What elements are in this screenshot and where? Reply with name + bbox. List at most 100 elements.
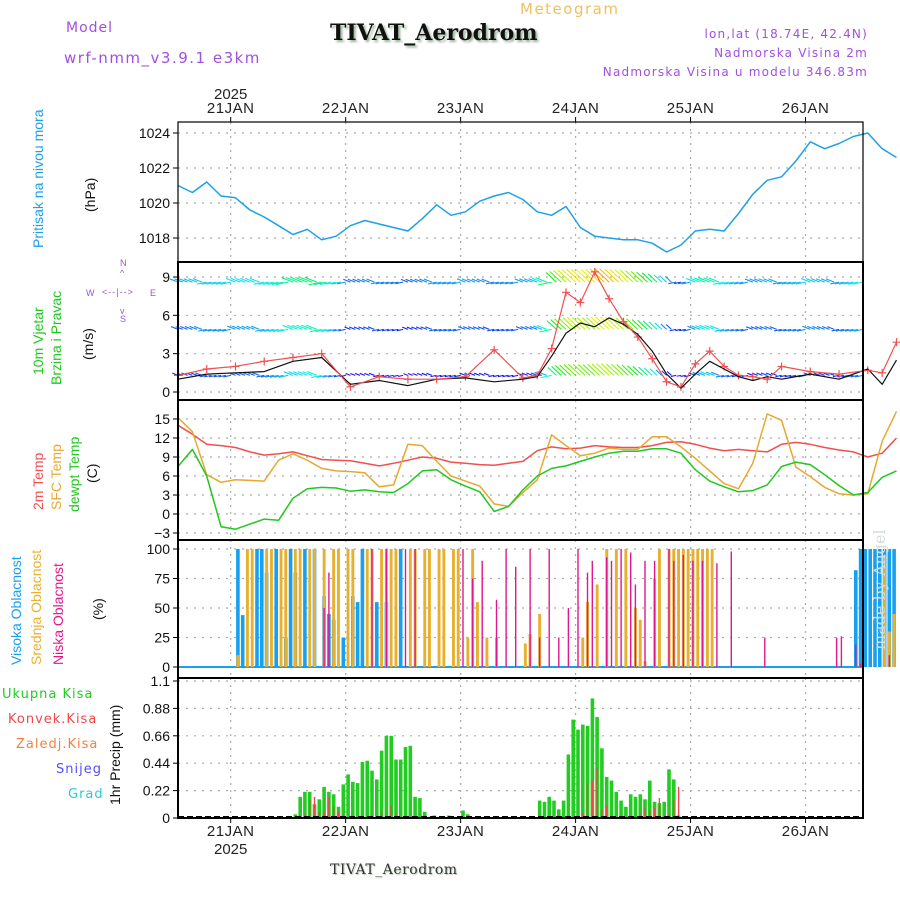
cloud-mid-bar	[284, 549, 288, 667]
wind-panel	[169, 267, 900, 391]
wind-arrow	[344, 326, 351, 330]
cloud-high-bar	[863, 549, 868, 667]
wind-arrow	[438, 328, 447, 332]
precip-total-bar	[379, 750, 384, 818]
wind-arrow	[296, 324, 308, 330]
precip-total-bar	[331, 794, 336, 818]
cloud-high-bar	[341, 637, 346, 667]
cloud-mid-bar	[710, 549, 714, 667]
wind-arrow	[225, 277, 236, 283]
wind-arrow	[274, 374, 284, 378]
wind-arrow	[263, 328, 274, 332]
wind-arrow	[285, 276, 298, 283]
compass-w: W	[86, 288, 95, 298]
wind-arrow	[626, 318, 639, 330]
cloud-low-bar	[591, 560, 593, 667]
cloud-mid-bar	[614, 549, 618, 667]
panel-frame	[177, 399, 864, 541]
wind-arrow	[201, 281, 212, 285]
wind-arrow	[250, 325, 260, 330]
wind-arrow	[676, 374, 682, 377]
wind-arrow	[690, 277, 701, 283]
wind-arrow	[471, 278, 480, 283]
wind-arrow	[302, 371, 313, 376]
wind-arrow	[536, 324, 548, 330]
y-tick-label: 12	[154, 430, 170, 446]
wind-arrow	[328, 374, 337, 378]
wind-arrow	[567, 363, 581, 376]
cloud-mid-bar	[595, 584, 599, 667]
wind-arrow	[448, 328, 456, 332]
wind-arrow	[314, 281, 327, 286]
wind-arrow	[499, 281, 509, 285]
wind-arrow	[753, 278, 763, 283]
cloud-high-bar	[854, 570, 858, 667]
wind-arrow	[637, 319, 648, 330]
cloud-low-bar	[630, 552, 632, 667]
wind-arrow	[443, 328, 452, 332]
precip-conv-bar	[653, 808, 656, 818]
day-label-top: 23JAN	[437, 100, 485, 117]
precip-total-bar	[662, 801, 666, 818]
wind-arrow	[730, 328, 739, 332]
day-label-bottom: 25JAN	[667, 823, 715, 840]
wind-arrow	[852, 281, 864, 285]
wind-arrow	[772, 281, 782, 285]
wind-arrow	[269, 374, 279, 378]
precip-total-bar	[303, 791, 307, 818]
wind-arrow	[458, 326, 466, 330]
wind-arrow	[576, 269, 591, 283]
panel-frame	[177, 121, 864, 263]
pressure-line	[177, 132, 897, 253]
cloud-low-bar	[764, 637, 766, 667]
wind-arrow	[281, 277, 294, 283]
wind-arrow	[818, 372, 825, 376]
wind-arrow	[550, 319, 562, 330]
wind-arrow	[695, 325, 706, 330]
cloud-low-bar	[835, 637, 838, 667]
precip-total-bar	[638, 794, 643, 818]
cloud-mid-bar	[346, 549, 350, 667]
cloud-mid-bar	[452, 549, 455, 667]
precip-total-bar	[298, 796, 302, 818]
wind-arrow	[309, 328, 322, 333]
wind-arrow	[311, 374, 322, 379]
wind-gust-line	[177, 271, 898, 388]
wind-arrow	[244, 277, 255, 283]
wind-arrow	[572, 363, 586, 376]
wind-arrow	[420, 326, 428, 330]
wind-arrow	[426, 372, 433, 376]
wind-arrow	[831, 328, 840, 332]
precip-total-bar	[571, 719, 575, 818]
wind-arrow	[626, 365, 639, 376]
cloud-low-bar	[668, 549, 670, 667]
wind-arrow	[322, 374, 332, 378]
wind-arrow	[507, 374, 514, 378]
wind-arrow	[278, 374, 289, 378]
cloud-mid-bar	[365, 549, 369, 667]
wind-arrow	[196, 281, 207, 285]
precip-total-bar	[346, 774, 350, 818]
precip-total-bar	[322, 786, 326, 818]
legend-snow: Snijeg	[56, 762, 102, 777]
elevation-label: Nadmorska Visina 2m	[714, 46, 868, 60]
wind-arrow	[726, 374, 734, 378]
wind-arrow	[316, 374, 327, 378]
wind-arrow	[839, 281, 849, 285]
wind-arrow	[636, 271, 648, 283]
wind-arrow	[721, 374, 729, 378]
day-label-top: 22JAN	[322, 100, 370, 117]
wind-arrow	[477, 326, 485, 330]
wind-arrow	[803, 372, 811, 376]
temp-2m-line	[177, 424, 898, 467]
wind-arrow	[760, 372, 768, 376]
wind-arrow	[642, 320, 653, 330]
cloud-mid-bar	[677, 549, 680, 667]
cloud-mid-bar	[883, 554, 886, 667]
temp-dew-line	[177, 448, 897, 530]
wind-arrow	[442, 281, 452, 285]
wind-arrow	[571, 268, 586, 283]
cloud-mid-bar	[523, 643, 527, 667]
cloud-low-bar	[606, 557, 608, 667]
precip-total-bar	[576, 729, 580, 818]
